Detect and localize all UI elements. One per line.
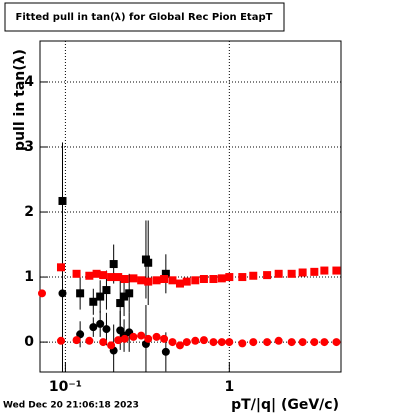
marker — [191, 276, 200, 285]
marker — [120, 275, 129, 284]
timestamp: Wed Dec 20 21:06:18 2023 — [3, 401, 139, 411]
marker — [199, 336, 208, 345]
marker — [120, 334, 129, 343]
marker — [320, 266, 329, 275]
marker — [85, 336, 94, 345]
marker — [287, 269, 296, 278]
marker — [114, 273, 123, 282]
x-axis-label: pT/|q| (GeV/c) — [231, 397, 339, 413]
y-tick-label: 1 — [24, 269, 34, 285]
marker — [109, 260, 118, 269]
marker — [116, 299, 125, 308]
marker — [274, 336, 283, 345]
marker — [92, 269, 101, 278]
marker — [182, 338, 191, 347]
marker — [209, 338, 218, 347]
marker — [144, 258, 153, 267]
marker — [152, 276, 161, 285]
marker — [85, 271, 94, 280]
marker — [168, 276, 177, 285]
marker — [102, 325, 111, 334]
marker — [249, 271, 258, 280]
y-tick-label: 0 — [24, 334, 34, 350]
marker — [274, 269, 283, 278]
marker — [217, 338, 226, 347]
marker — [168, 338, 177, 347]
marker — [298, 268, 307, 277]
marker — [238, 273, 247, 282]
marker — [217, 274, 226, 283]
marker — [152, 332, 161, 341]
marker — [72, 269, 81, 278]
marker — [137, 331, 146, 340]
marker — [249, 338, 258, 347]
x-tick-label: 10⁻¹ — [49, 379, 82, 395]
marker — [96, 319, 105, 328]
marker — [96, 292, 105, 301]
marker — [175, 279, 184, 288]
marker — [58, 289, 67, 298]
y-tick-label: 2 — [24, 204, 34, 220]
marker — [191, 336, 200, 345]
marker — [332, 338, 341, 347]
marker — [107, 341, 116, 350]
marker — [160, 334, 169, 343]
marker — [161, 269, 170, 278]
marker — [144, 334, 153, 343]
marker — [99, 338, 108, 347]
title-box — [4, 2, 285, 32]
marker — [38, 289, 47, 298]
marker — [56, 336, 65, 345]
marker — [137, 276, 146, 285]
marker — [89, 297, 98, 306]
marker — [225, 338, 234, 347]
chart-title: Fitted pull in tan(λ) for Global Rec Pio… — [16, 12, 273, 23]
y-axis-label: pull in tan(λ) — [12, 49, 28, 151]
marker — [129, 274, 138, 283]
marker — [310, 338, 319, 347]
marker — [114, 336, 123, 345]
marker — [332, 266, 341, 275]
marker — [56, 263, 65, 272]
y-tick-label: 4 — [24, 74, 34, 90]
marker — [263, 338, 272, 347]
marker — [199, 275, 208, 284]
marker — [107, 273, 116, 282]
marker — [129, 332, 138, 341]
marker — [89, 323, 98, 332]
marker — [263, 271, 272, 280]
marker — [76, 289, 85, 298]
marker — [99, 271, 108, 280]
marker — [125, 289, 134, 298]
marker — [320, 338, 329, 347]
marker — [102, 286, 111, 295]
marker — [160, 275, 169, 284]
marker — [161, 347, 170, 356]
y-tick-label: 3 — [24, 139, 34, 155]
marker — [76, 330, 85, 339]
marker — [175, 341, 184, 350]
marker — [287, 338, 296, 347]
marker — [144, 277, 153, 286]
marker — [182, 277, 191, 286]
marker — [225, 273, 234, 282]
marker — [238, 339, 247, 348]
marker — [310, 267, 319, 276]
marker — [209, 275, 218, 284]
marker — [72, 336, 81, 345]
x-tick-label: 1 — [224, 379, 234, 395]
plot-frame — [39, 40, 342, 373]
marker — [298, 338, 307, 347]
marker — [120, 292, 129, 301]
